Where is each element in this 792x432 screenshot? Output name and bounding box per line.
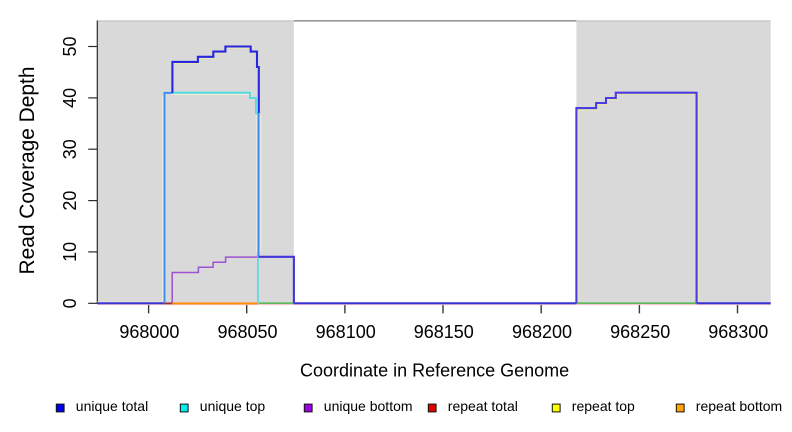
svg-text:968150: 968150 xyxy=(414,322,474,342)
svg-text:unique top: unique top xyxy=(200,398,266,414)
svg-text:40: 40 xyxy=(60,88,80,108)
svg-text:968200: 968200 xyxy=(512,322,572,342)
svg-text:unique bottom: unique bottom xyxy=(324,398,413,414)
svg-text:Coordinate in Reference Genome: Coordinate in Reference Genome xyxy=(300,360,569,380)
svg-text:repeat bottom: repeat bottom xyxy=(696,398,782,414)
svg-text:968000: 968000 xyxy=(119,322,179,342)
svg-text:968300: 968300 xyxy=(708,322,768,342)
svg-text:968250: 968250 xyxy=(610,322,670,342)
svg-text:repeat total: repeat total xyxy=(448,398,518,414)
svg-text:20: 20 xyxy=(60,191,80,211)
svg-text:10: 10 xyxy=(60,242,80,262)
svg-text:repeat top: repeat top xyxy=(572,398,635,414)
svg-text:968100: 968100 xyxy=(316,322,376,342)
svg-text:968050: 968050 xyxy=(217,322,277,342)
svg-text:50: 50 xyxy=(60,36,80,56)
svg-text:unique total: unique total xyxy=(76,398,148,414)
svg-text:0: 0 xyxy=(60,298,80,308)
svg-text:Read Coverage Depth: Read Coverage Depth xyxy=(16,67,39,275)
svg-text:30: 30 xyxy=(60,139,80,159)
